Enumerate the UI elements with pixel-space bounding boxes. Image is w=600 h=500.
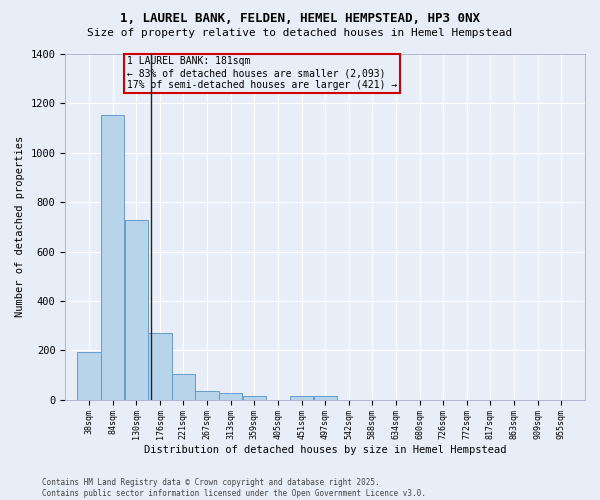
Bar xyxy=(125,220,148,400)
Y-axis label: Number of detached properties: Number of detached properties xyxy=(15,136,25,318)
Text: 1 LAUREL BANK: 181sqm
← 83% of detached houses are smaller (2,093)
17% of semi-d: 1 LAUREL BANK: 181sqm ← 83% of detached … xyxy=(127,56,397,90)
Bar xyxy=(290,396,313,400)
Bar xyxy=(242,396,266,400)
Bar xyxy=(195,392,218,400)
Bar xyxy=(77,352,101,400)
Bar xyxy=(101,114,124,400)
Bar xyxy=(314,396,337,400)
Text: Contains HM Land Registry data © Crown copyright and database right 2025.
Contai: Contains HM Land Registry data © Crown c… xyxy=(42,478,426,498)
X-axis label: Distribution of detached houses by size in Hemel Hempstead: Distribution of detached houses by size … xyxy=(144,445,506,455)
Text: 1, LAUREL BANK, FELDEN, HEMEL HEMPSTEAD, HP3 0NX: 1, LAUREL BANK, FELDEN, HEMEL HEMPSTEAD,… xyxy=(120,12,480,26)
Bar xyxy=(148,333,172,400)
Bar xyxy=(172,374,195,400)
Bar xyxy=(219,393,242,400)
Text: Size of property relative to detached houses in Hemel Hempstead: Size of property relative to detached ho… xyxy=(88,28,512,38)
